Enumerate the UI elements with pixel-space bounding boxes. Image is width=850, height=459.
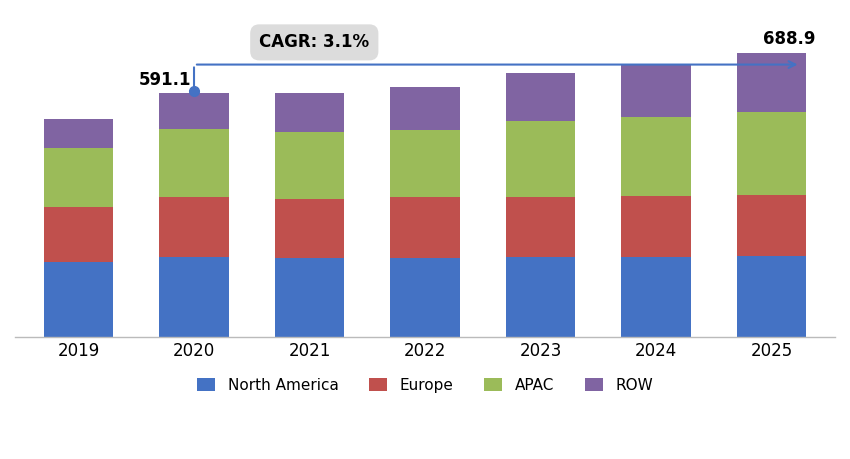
Bar	[390, 87, 460, 130]
Bar	[44, 207, 113, 262]
Bar	[506, 121, 575, 196]
Text: 591.1: 591.1	[139, 71, 191, 89]
Bar	[621, 196, 691, 257]
Bar	[737, 257, 806, 337]
Bar	[621, 117, 691, 196]
Bar	[390, 130, 460, 196]
Bar	[44, 262, 113, 337]
Bar	[621, 257, 691, 337]
Bar	[275, 93, 344, 132]
Bar	[506, 196, 575, 257]
Bar	[275, 132, 344, 199]
Bar	[275, 199, 344, 258]
Bar	[159, 257, 229, 337]
Bar	[737, 53, 806, 112]
Bar	[44, 148, 113, 207]
Bar	[390, 257, 460, 337]
Bar	[159, 93, 229, 129]
Legend: North America, Europe, APAC, ROW: North America, Europe, APAC, ROW	[190, 370, 660, 400]
Bar	[275, 258, 344, 337]
Bar	[159, 129, 229, 197]
Bar	[621, 64, 691, 117]
Text: 688.9: 688.9	[762, 30, 815, 49]
Bar	[737, 112, 806, 195]
Bar	[506, 73, 575, 121]
Bar	[737, 195, 806, 257]
Bar	[506, 257, 575, 337]
Bar	[390, 196, 460, 257]
Bar	[159, 197, 229, 257]
Text: CAGR: 3.1%: CAGR: 3.1%	[259, 34, 370, 51]
Bar	[44, 118, 113, 148]
